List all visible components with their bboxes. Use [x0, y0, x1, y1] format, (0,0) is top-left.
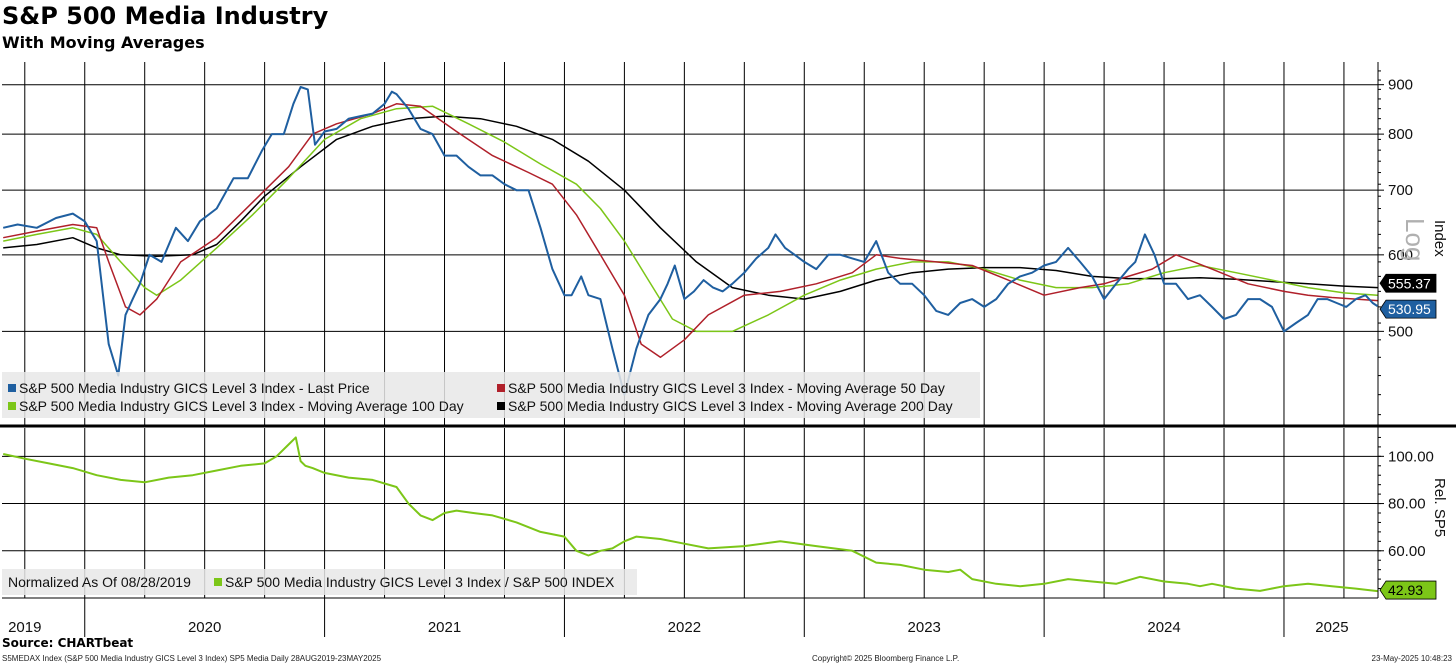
- x-year-label-0: 2019: [8, 619, 41, 636]
- x-year-label-6: 2025: [1315, 619, 1348, 636]
- y-tick-label-lower-1: 80.00: [1388, 496, 1426, 513]
- series-line-ma100: [3, 105, 1378, 333]
- x-year-label-2: 2021: [428, 619, 461, 636]
- y-tick-label-upper-1: 600: [1388, 247, 1413, 264]
- legend-item-ma50: S&P 500 Media Industry GICS Level 3 Inde…: [497, 380, 945, 396]
- y-tick-label-upper-0: 500: [1388, 323, 1413, 340]
- y-tick-label-upper-3: 800: [1388, 126, 1413, 143]
- x-year-label-4: 2023: [908, 619, 941, 636]
- legend-normalized-note: Normalized As Of 08/28/2019: [8, 574, 191, 590]
- legend-swatch-ma100: [8, 402, 16, 410]
- chart-subtitle: With Moving Averages: [2, 33, 205, 52]
- last-value-tag-ma200: [1379, 273, 1437, 293]
- log-scale-marker: Log: [1400, 218, 1430, 262]
- legend-label-ma100: S&P 500 Media Industry GICS Level 3 Inde…: [19, 398, 464, 414]
- x-year-label-3: 2022: [668, 619, 701, 636]
- y-tick-label-upper-4: 900: [1388, 77, 1413, 94]
- x-year-label-5: 2024: [1147, 619, 1180, 636]
- x-year-label-1: 2020: [188, 619, 221, 636]
- legend-label-ma50: S&P 500 Media Industry GICS Level 3 Inde…: [508, 380, 945, 396]
- lower-legend: Normalized As Of 08/28/2019 S&P 500 Medi…: [2, 569, 637, 595]
- y-tick-label-lower-0: 60.00: [1388, 543, 1426, 560]
- legend-swatch-relative: [214, 578, 222, 586]
- chart-title: S&P 500 Media Industry: [2, 2, 329, 30]
- legend-swatch-price: [8, 384, 16, 392]
- footer-right: 23-May-2025 10:48:23: [1371, 654, 1453, 663]
- lower-axis-title: Rel. SP5: [1431, 478, 1448, 538]
- legend-label-normalized: Normalized As Of 08/28/2019: [8, 574, 191, 590]
- upper-axis-title: Index: [1431, 220, 1448, 257]
- legend-item-relative: S&P 500 Media Industry GICS Level 3 Inde…: [214, 574, 614, 590]
- last-value-label-ma200: 555.37: [1388, 275, 1431, 291]
- source-note: Source: CHARTbeat: [2, 636, 134, 650]
- legend-item-ma100: S&P 500 Media Industry GICS Level 3 Inde…: [8, 398, 464, 414]
- last-value-tag-relative: [1379, 580, 1437, 600]
- legend-swatch-ma200: [497, 402, 505, 410]
- y-tick-label-upper-2: 700: [1388, 182, 1413, 199]
- last-value-label-price: 530.95: [1388, 301, 1431, 317]
- legend-label-price: S&P 500 Media Industry GICS Level 3 Inde…: [19, 380, 370, 396]
- legend-item-ma200: S&P 500 Media Industry GICS Level 3 Inde…: [497, 398, 953, 414]
- y-tick-label-lower-2: 100.00: [1388, 448, 1434, 465]
- upper-legend: S&P 500 Media Industry GICS Level 3 Inde…: [2, 372, 980, 418]
- series-line-price: [2, 86, 1379, 396]
- legend-item-price: S&P 500 Media Industry GICS Level 3 Inde…: [8, 380, 370, 396]
- series-line-ma200: [3, 115, 1378, 300]
- last-value-label-relative: 42.93: [1388, 582, 1423, 598]
- legend-label-ma200: S&P 500 Media Industry GICS Level 3 Inde…: [508, 398, 953, 414]
- last-value-tag-price: [1379, 299, 1437, 319]
- legend-label-relative: S&P 500 Media Industry GICS Level 3 Inde…: [225, 574, 615, 590]
- series-line-ma50: [3, 103, 1378, 359]
- series-line-relative: [2, 436, 1378, 593]
- footer-left: S5MEDAX Index (S&P 500 Media Industry GI…: [2, 654, 382, 663]
- footer-center: Copyright© 2025 Bloomberg Finance L.P.: [812, 654, 960, 663]
- legend-swatch-ma50: [497, 384, 505, 392]
